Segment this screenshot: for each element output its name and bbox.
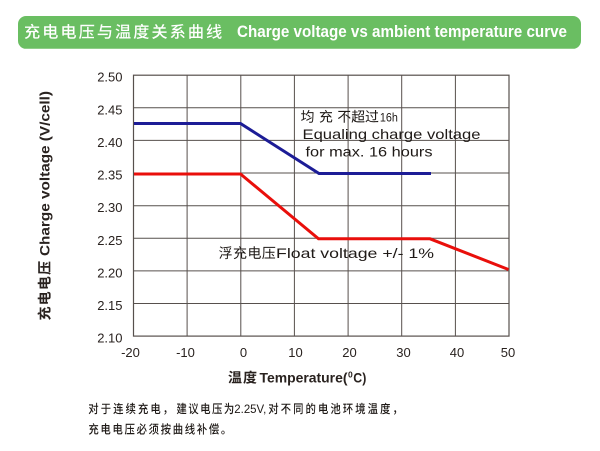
svg-text:10: 10 [288,345,302,360]
svg-text:for max. 16 hours: for max. 16 hours [306,144,433,160]
svg-text:2.50: 2.50 [97,70,122,85]
svg-text:2.40: 2.40 [97,135,122,150]
svg-text:2.20: 2.20 [97,265,122,280]
svg-text:2.45: 2.45 [97,102,122,117]
svg-text:0: 0 [240,345,247,360]
svg-text:2.10: 2.10 [97,331,122,346]
svg-text:16h: 16h [380,111,398,125]
svg-text:C): C) [353,370,366,386]
svg-text:Equaling charge voltage: Equaling charge voltage [303,126,481,142]
svg-text:-10: -10 [176,345,195,360]
svg-text:Charge voltage vs ambient temp: Charge voltage vs ambient temperature cu… [237,23,567,41]
svg-text:30: 30 [396,345,410,360]
svg-text:2.25: 2.25 [97,233,122,248]
svg-text:2.25V,: 2.25V, [234,402,266,416]
svg-text:Float voltage +/- 1%: Float voltage +/- 1% [276,245,434,261]
svg-text:20: 20 [342,345,356,360]
svg-text:0: 0 [348,370,353,380]
svg-text:Charge voltage (V/cell): Charge voltage (V/cell) [37,91,53,256]
svg-text:2.15: 2.15 [97,298,122,313]
svg-text:40: 40 [450,345,464,360]
svg-text:2.30: 2.30 [97,200,122,215]
svg-text:2.35: 2.35 [97,168,122,183]
svg-text:50: 50 [501,345,515,360]
svg-text:Temperature(: Temperature( [260,370,348,386]
svg-text:-20: -20 [121,345,140,360]
